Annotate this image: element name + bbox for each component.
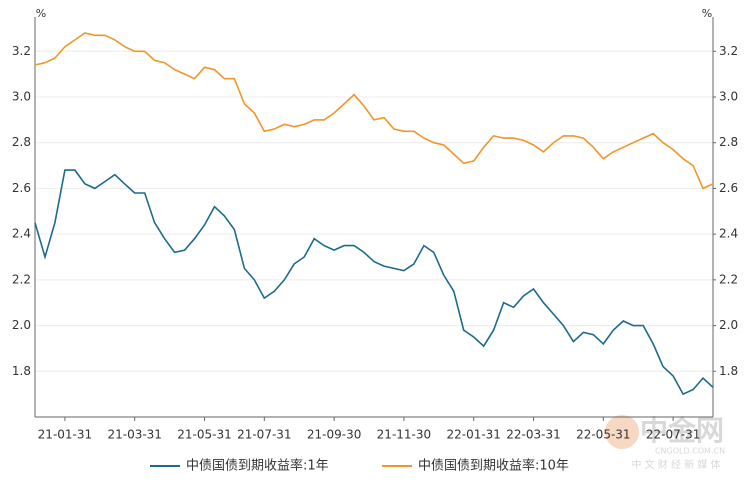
- y2-tick-label: 2.8: [719, 135, 738, 149]
- y2-tick-label: 2.6: [719, 181, 738, 195]
- y-tick-label: 1.8: [12, 364, 31, 378]
- y2-tick-label: 2.0: [719, 318, 738, 332]
- y2-tick-label: 1.8: [719, 364, 738, 378]
- line-series: [34, 32, 714, 190]
- y-tick-label: 2.2: [12, 272, 31, 286]
- y2-tick-label: 3.2: [719, 44, 738, 58]
- y-tick-label: 2.4: [12, 227, 31, 241]
- y2-tick-label: 2.2: [719, 272, 738, 286]
- watermark-icon: [605, 415, 639, 449]
- y-tick-label: 2.6: [12, 181, 31, 195]
- x-tick-label: 21-05-31: [177, 428, 231, 442]
- y2-unit: %: [702, 7, 712, 20]
- y2-tick-label: 2.4: [719, 227, 738, 241]
- legend-label: 中债国债到期收益率:10年: [418, 458, 569, 474]
- y-tick-label: 2.8: [12, 135, 31, 149]
- x-tick-label: 22-03-31: [506, 428, 560, 442]
- y-tick-label: 3.2: [12, 44, 31, 58]
- x-tick-label: 22-05-31: [576, 428, 630, 442]
- line-series: [34, 169, 714, 396]
- watermark-logo: 中金网: [640, 414, 724, 447]
- y-tick-label: 3.0: [12, 90, 31, 104]
- legend-label: 中债国债到期收益率:1年: [186, 458, 329, 474]
- y2-tick-label: 3.0: [719, 90, 738, 104]
- x-tick-label: 22-07-31: [646, 428, 700, 442]
- x-tick-label: 22-01-31: [446, 428, 500, 442]
- x-tick-label: 21-09-30: [307, 428, 361, 442]
- watermark-site: CNGOLD.COM.CN: [655, 447, 725, 456]
- x-tick-label: 21-11-30: [377, 428, 431, 442]
- x-tick-label: 21-01-31: [38, 428, 92, 442]
- x-tick-label: 21-03-31: [107, 428, 161, 442]
- watermark-slogan: 中 文 财 经 新 媒 体: [631, 458, 720, 471]
- y-tick-label: 2.0: [12, 318, 31, 332]
- y-unit: %: [36, 7, 46, 20]
- x-tick-label: 21-07-31: [237, 428, 291, 442]
